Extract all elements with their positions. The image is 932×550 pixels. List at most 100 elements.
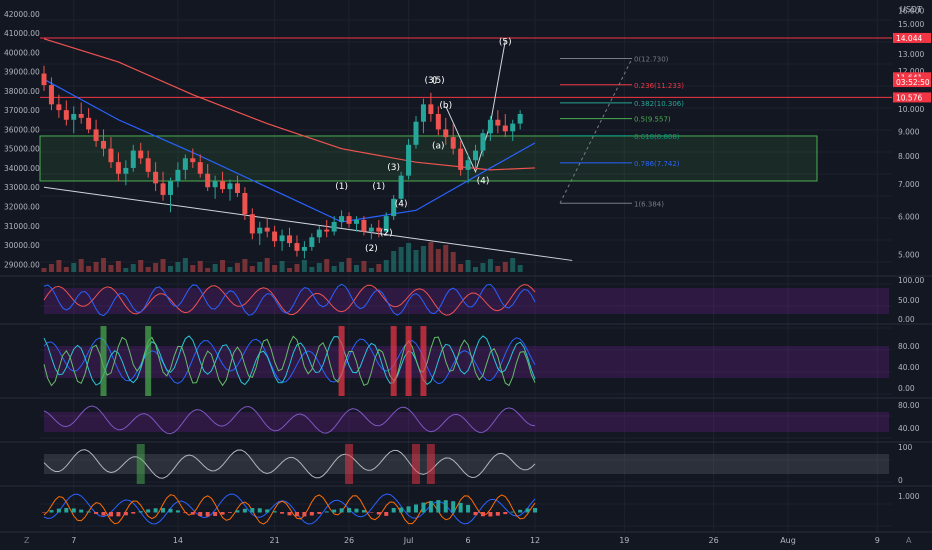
indicator-panes: 100.00 50.00 0.00 80.00 40.00 0.00 80.00 40.00 1… [42,276,924,525]
macd-histogram-bar [354,508,359,513]
time-axis-label: 14 [173,536,183,545]
candle-body [153,171,159,184]
elliott-wave-labels: (1)(2)(1)(2)(3)(4)(3)(5)(b)(a)(4)(5) [335,38,511,254]
macd-histogram-bar [220,512,225,515]
volume-bar [331,266,337,272]
candle-body [175,169,181,182]
left-axis-tick: 39000.00 [4,68,40,77]
macd-histogram-bar [71,508,76,513]
candle-body [56,104,62,111]
left-axis-tick: 42000.00 [4,10,40,19]
left-axis-tick: 35000.00 [4,145,40,154]
macd-histogram-bar [428,500,433,513]
time-axis: 7 14 21 26 Jul 6 12 19 26 Aug 9 [71,536,880,545]
volume-bar [383,260,389,272]
macd-histogram-bar [369,512,374,513]
candle-body [279,235,285,242]
indicator-axis-tick: 0.00 [898,384,915,393]
left-axis-tick: 40000.00 [4,48,40,57]
wave-label: (2) [380,228,393,238]
currency-label: USDT [900,5,922,14]
wave-label: (4) [477,176,490,186]
macd-histogram-bar [473,512,478,516]
candle-body [138,150,144,159]
volume-bar [458,264,464,272]
volume-bar [287,268,293,272]
macd-histogram-bar [518,509,523,513]
signal-bar [405,326,412,396]
support-zone [39,135,818,182]
candle-body [205,173,211,188]
time-axis-label: Jul [403,536,414,545]
volume-bar [197,261,203,272]
macd-histogram-bar [399,507,404,513]
fib-level-label: 0.236(11.233) [634,82,684,90]
macd-histogram-bar [49,510,54,513]
volume-bar [465,260,471,272]
macd-histogram-bar [324,511,329,513]
resistance-levels [40,37,892,98]
a-button[interactable]: A [906,536,912,545]
macd-histogram-bar [376,512,381,515]
candle-body [473,150,479,161]
candle-body [368,227,374,232]
wave-label: (4) [395,199,408,209]
macd-histogram-bar [205,512,210,517]
signal-bar [100,326,107,396]
indicator-line [43,337,536,385]
candle-body [450,137,456,149]
macd-histogram-bar [94,512,99,514]
indicator-line [43,283,536,317]
indicator-line [43,284,536,316]
macd-histogram-bar [488,512,493,517]
fib-level-label: 0.5(9.557) [634,116,671,124]
fib-level-label: 0.786(7.742) [634,160,680,168]
candle-body [406,144,412,176]
candle-body [353,219,359,224]
candle-body [383,216,389,232]
candle-body [420,104,426,122]
signal-bar [390,326,397,396]
time-axis-label: 6 [466,536,471,545]
trendline-line [43,186,573,261]
moving-averages [43,38,536,223]
macd-histogram-bar [302,512,307,517]
volume-bar [227,267,233,272]
fib-level-label: 0.382(10.306) [634,100,684,108]
candle-body [376,227,382,232]
macd-histogram-bar [458,502,463,513]
candle-body [78,113,84,118]
macd-histogram-bar [168,508,173,513]
candle-body [287,235,293,244]
macd-histogram-bar [272,511,277,513]
moving-average-line [43,38,536,171]
volume-bar [86,266,92,272]
fib-retracement: 0(12.730) 0.236(11.233) 0.382(10.306) 0.5(9… [559,56,684,208]
candle-body [294,243,300,251]
macd-histogram-bar [146,509,151,513]
volume-bar [264,258,270,272]
indicator-band [44,346,889,378]
candle-body [249,214,255,234]
candle-body [93,129,99,141]
candle-body [86,117,92,130]
volume-bar [115,261,121,272]
volume-bar [130,264,136,272]
z-button[interactable]: Z [24,536,30,545]
macd-histogram-bar [257,508,262,513]
volume-bar [220,260,226,272]
left-axis-tick: 32000.00 [4,202,40,211]
macd-histogram-bar [42,512,46,513]
volume-bar [368,268,374,272]
volume-bar [167,266,173,272]
macd-histogram-bar [265,509,270,513]
candle-body [190,158,196,163]
candle-body [428,104,434,114]
macd-histogram-bar [213,512,218,517]
indicator-axis-tick: 100 [898,443,913,452]
macd-histogram-bar [436,500,441,513]
time-axis-label: 21 [270,536,280,545]
signal-bar [345,444,354,484]
